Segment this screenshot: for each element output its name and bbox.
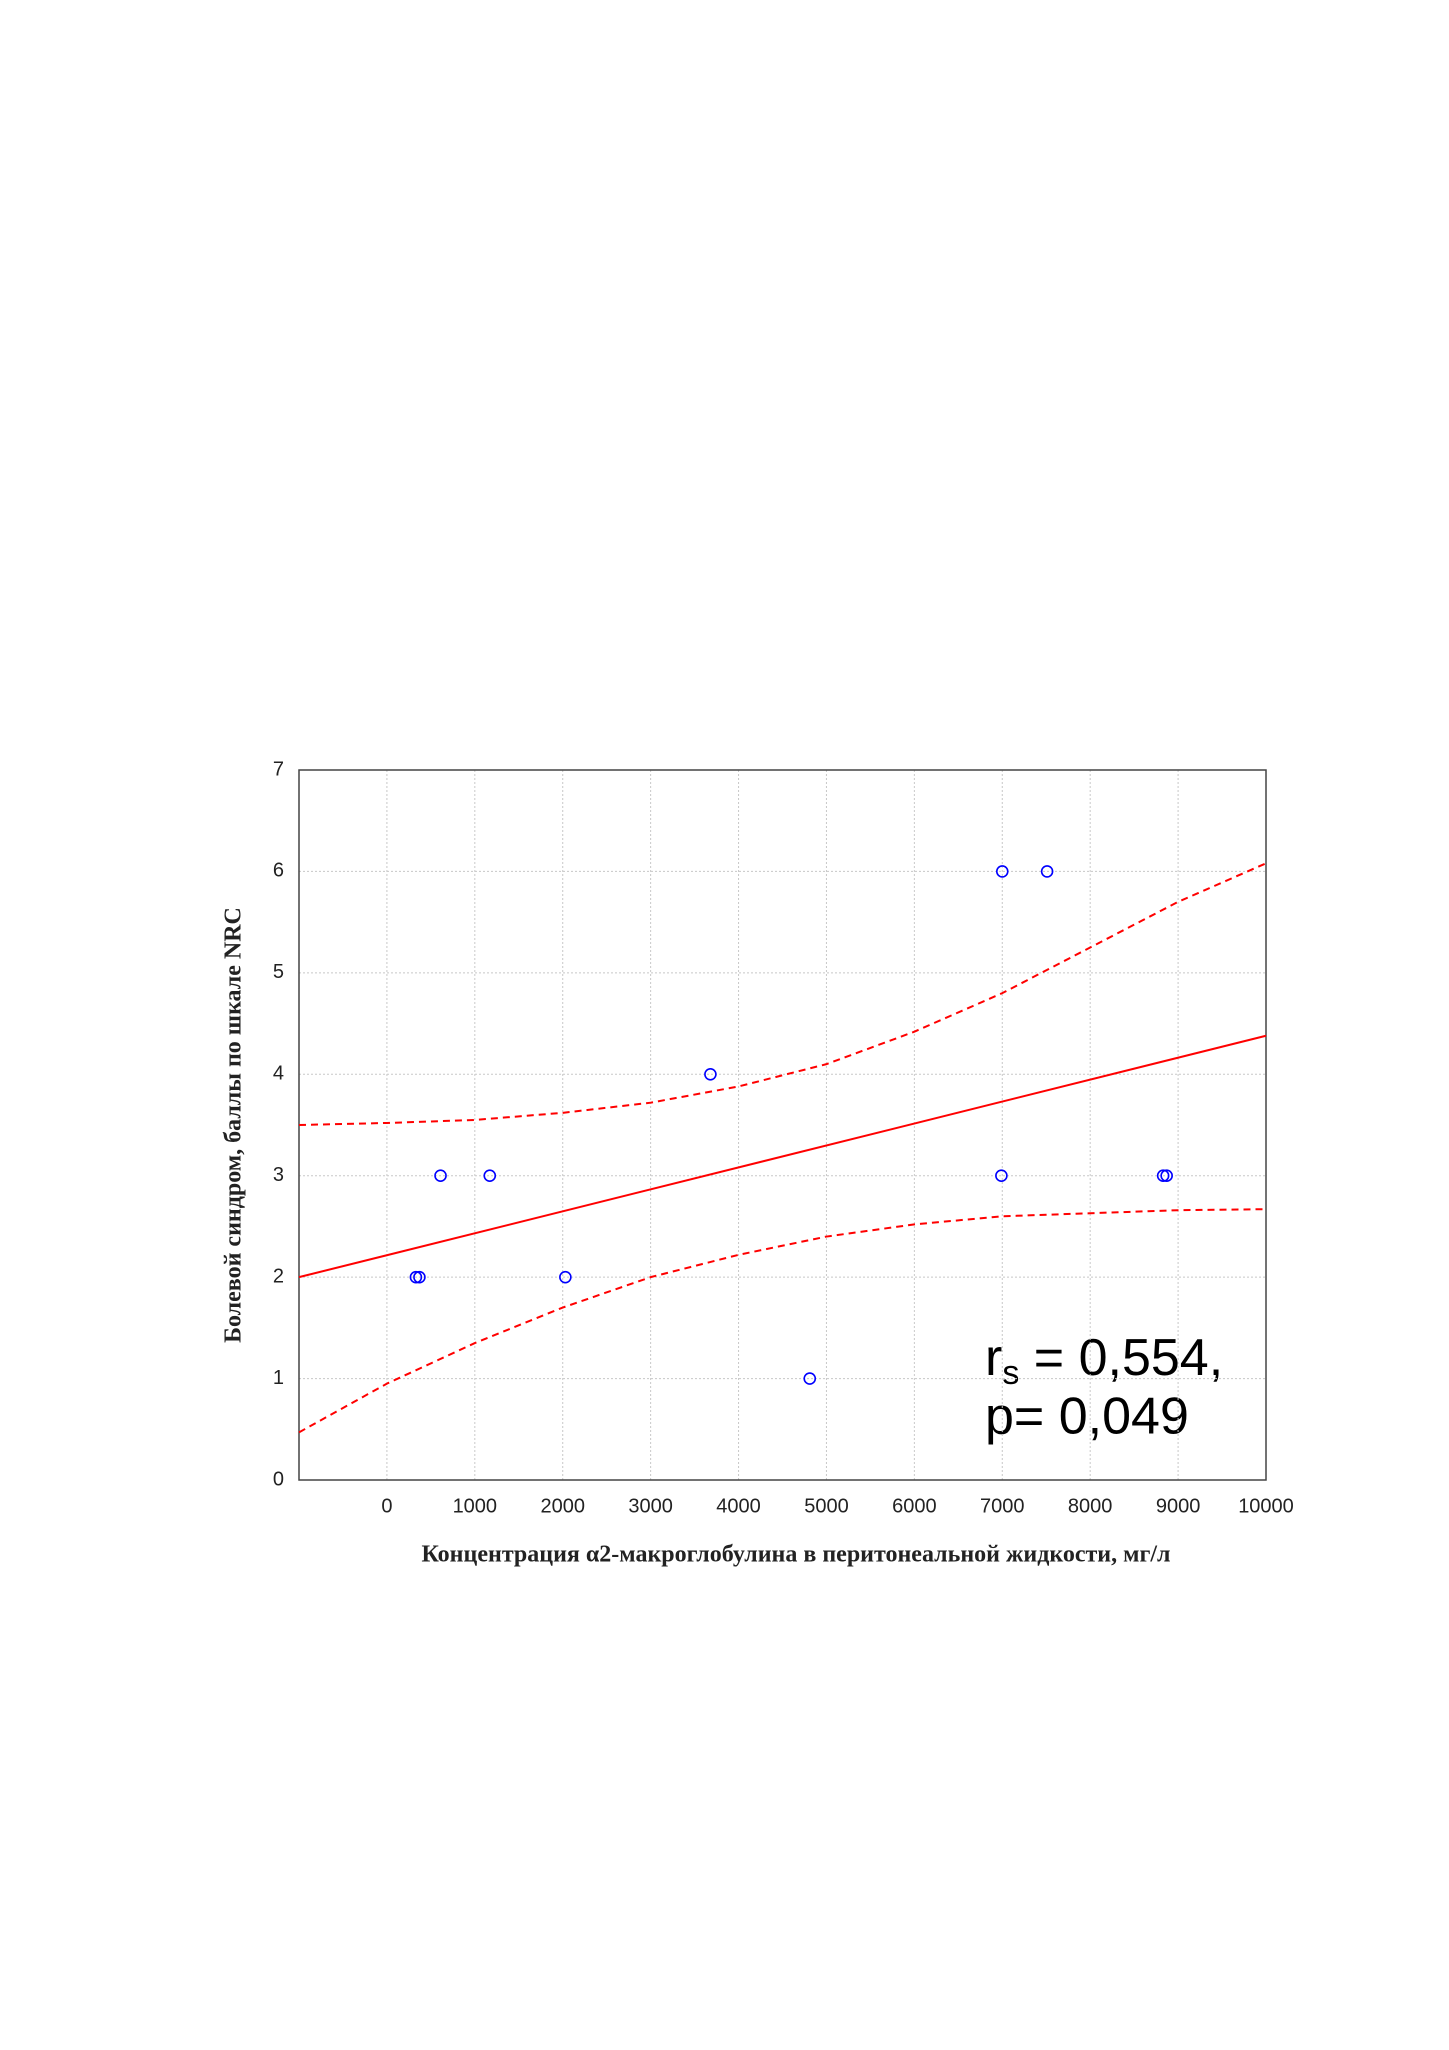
annotation-r: rs = 0,554, [985, 1329, 1223, 1392]
point [1040, 865, 1054, 878]
point [409, 1270, 423, 1284]
y-tick-label: 4 [273, 1063, 284, 1085]
x-tick-label: 2000 [540, 1495, 585, 1517]
x-tick-label: 7000 [980, 1495, 1025, 1517]
point [995, 865, 1009, 878]
x-tick-label: 1000 [453, 1495, 498, 1517]
annotation-r-subscript: s [1002, 1354, 1019, 1392]
fit-line [298, 1034, 1267, 1279]
x-tick-label: 3000 [628, 1495, 673, 1517]
y-tick-label: 7 [273, 758, 284, 780]
y-tick-label: 0 [273, 1468, 284, 1490]
confidence-lower [298, 1208, 1267, 1434]
x-tick-label: 5000 [804, 1495, 849, 1517]
y-tick-label: 3 [273, 1164, 284, 1186]
x-tick-label: 0 [381, 1495, 392, 1517]
y-axis-label: Болевой синдром, баллы по шкале NRC [221, 907, 247, 1343]
x-axis-label: Концентрация α2-макроглобулина в перитон… [421, 1542, 1170, 1568]
point [1156, 1169, 1170, 1183]
x-tick-label: 4000 [716, 1495, 761, 1517]
point [434, 1169, 447, 1183]
point [483, 1169, 497, 1183]
point [413, 1270, 426, 1284]
point [803, 1372, 817, 1385]
y-tick-label: 5 [273, 961, 284, 983]
annotation-r-value: = 0,554, [1019, 1329, 1223, 1387]
point [559, 1270, 572, 1284]
confidence-upper [298, 862, 1267, 1126]
y-tick-label: 1 [273, 1367, 284, 1389]
y-tick-label: 6 [273, 860, 284, 882]
point [1160, 1169, 1173, 1183]
x-tick-label: 9000 [1156, 1495, 1201, 1517]
x-tick-label: 8000 [1068, 1495, 1113, 1517]
x-tick-label: 10000 [1238, 1495, 1294, 1517]
x-tick-label: 6000 [892, 1495, 937, 1517]
point [995, 1169, 1008, 1183]
point [704, 1067, 717, 1081]
y-tick-label: 2 [273, 1265, 284, 1287]
annotation-p: p= 0,049 [985, 1388, 1189, 1446]
annotation-r-symbol: r [985, 1329, 1002, 1387]
